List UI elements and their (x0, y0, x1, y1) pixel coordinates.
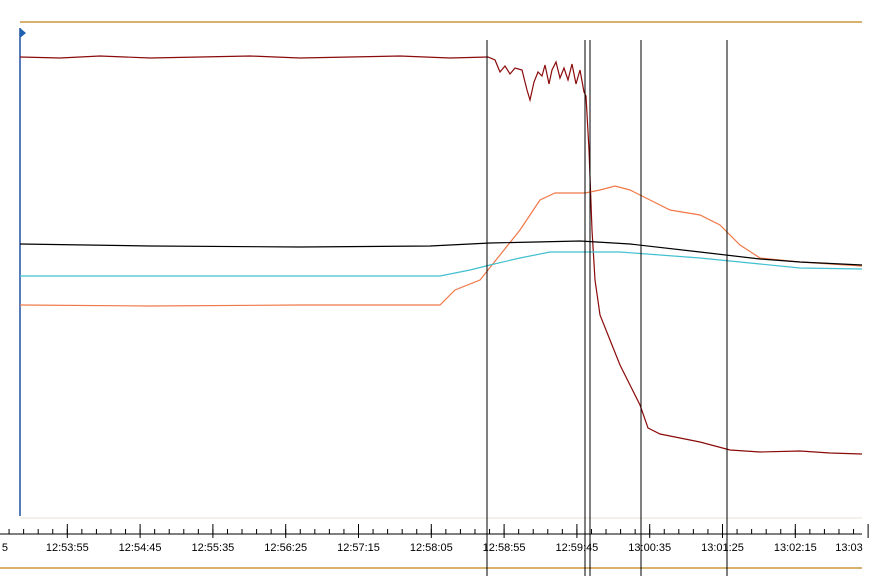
time-tick-label: 12:58:05 (410, 542, 453, 554)
cursor-handle[interactable] (20, 28, 26, 38)
trend-orange (19, 185, 863, 307)
time-tick-label: 13:03 (835, 542, 863, 554)
time-tick-label: 13:02:15 (774, 542, 817, 554)
time-tick-label: 13:00:35 (628, 542, 671, 554)
time-tick-label: 5 (2, 542, 8, 554)
time-tick-label: 12:55:35 (191, 542, 234, 554)
trend-cyan (20, 251, 863, 277)
time-tick-label: 12:53:55 (46, 542, 89, 554)
trend-red (19, 55, 863, 455)
time-tick-label: 12:56:25 (264, 542, 307, 554)
time-tick-label: 12:58:55 (483, 542, 526, 554)
time-tick-label: 12:59:45 (555, 542, 598, 554)
time-tick-label: 13:01:25 (701, 542, 744, 554)
time-tick-label: 12:54:45 (119, 542, 162, 554)
trend-black (19, 240, 863, 266)
time-tick-label: 12:57:15 (337, 542, 380, 554)
marker-lines (486, 40, 728, 576)
time-axis: 5 12:53:55 12:54:45 12:55:35 12:56:25 12:57:1… (0, 524, 869, 554)
